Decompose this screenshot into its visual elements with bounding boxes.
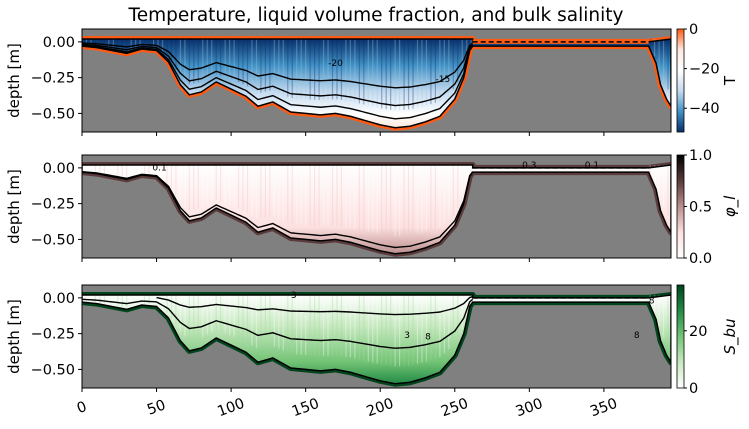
contour-label: -20 [328, 59, 343, 69]
contour-label: 0.1 [152, 164, 166, 174]
ice-outline [82, 294, 671, 385]
contour-label: 3 [404, 331, 410, 341]
ice-body [82, 295, 671, 384]
chart-title: Temperature, liquid volume fraction, and… [128, 5, 624, 26]
x-tick-label: 100 [215, 396, 246, 421]
colorbar-tick-label: 0 [689, 22, 698, 38]
y-tick-label: 0.00 [43, 291, 75, 307]
contour-line-1 [82, 43, 474, 107]
panel-frame [81, 28, 672, 133]
contour-label: -15 [436, 75, 451, 85]
x-axis: 0 50 100 150 200 250 300 350 [75, 396, 620, 421]
x-tick-label: 50 [145, 397, 168, 418]
ice-texture [82, 295, 669, 367]
ice-texture [82, 39, 669, 111]
contour-line-2 [82, 44, 474, 120]
x-tick-label: 200 [364, 396, 395, 421]
colorbar-label: T [721, 75, 739, 86]
y-axis-label: depth [m] [5, 299, 23, 374]
x-tick-label: 0 [75, 399, 89, 417]
contour-label: 0.3 [522, 161, 536, 171]
contour-label: 8 [634, 331, 640, 341]
panel-frame [81, 154, 672, 259]
ice-outline [82, 164, 671, 255]
colorbar-temperature [676, 28, 685, 133]
ice-outline [82, 38, 671, 129]
contour-line-0 [82, 170, 474, 249]
y-tick-label: 0.00 [43, 161, 75, 177]
ice-body [82, 165, 671, 254]
surface-warm-band [472, 39, 649, 44]
y-tick-label: −0.50 [31, 106, 75, 122]
colorbar-tick-label: 1.0 [689, 148, 712, 164]
colorbar-tick-label: 0.0 [689, 251, 712, 267]
contour-label: 8 [425, 332, 431, 342]
x-tick-label: 300 [514, 396, 545, 421]
colorbar-tick-label: −40 [689, 101, 720, 117]
y-tick-label: 0.00 [43, 35, 75, 51]
y-axis-label: depth [m] [5, 169, 23, 244]
colorbar-bulk_salinity [676, 284, 685, 389]
x-tick-label: 250 [439, 396, 470, 421]
contour-label: 3 [291, 291, 297, 301]
colorbar-tick-label: −20 [689, 62, 720, 78]
contour-label: 8 [649, 297, 655, 307]
y-tick-label: −0.25 [31, 197, 75, 213]
contour-line-upper [156, 295, 473, 316]
contour-line-0 [82, 298, 474, 349]
x-tick-label: 150 [290, 396, 321, 421]
colorbar-tick-label: 20 [689, 324, 707, 340]
colorbar-tick-label: 0.5 [689, 200, 712, 216]
panel-liquid_fraction: 0.1 0.3 0.1 0.00 −0.25 −0.50 depth [m] 1.0 0.5 0.… [5, 148, 740, 267]
y-axis-label: depth [m] [5, 43, 23, 118]
ice-texture [82, 165, 669, 237]
colorbar-tick-label: 0 [689, 381, 698, 397]
contour-label: 0.1 [585, 161, 599, 171]
ice-body [82, 39, 671, 128]
y-tick-label: −0.25 [31, 71, 75, 87]
colorbar-liquid_fraction [676, 154, 685, 259]
panel-bulk_salinity: 3 3 8 8 8 0.00 −0.25 −0.50 depth [m] 20 0 S_bu [5, 284, 740, 397]
contour-line-0 [82, 42, 474, 89]
panel-frame [81, 284, 672, 389]
panel-temperature: -20 -15 0.00 −0.25 −0.50 depth [m] 0 −20 −40 T [5, 22, 739, 136]
colorbar-label: φ_l [721, 195, 740, 217]
x-tick-label: 350 [588, 396, 619, 421]
y-tick-label: −0.50 [31, 362, 75, 378]
colorbar-label: S_bu [721, 318, 740, 354]
y-tick-label: −0.50 [31, 232, 75, 248]
y-tick-label: −0.25 [31, 327, 75, 343]
